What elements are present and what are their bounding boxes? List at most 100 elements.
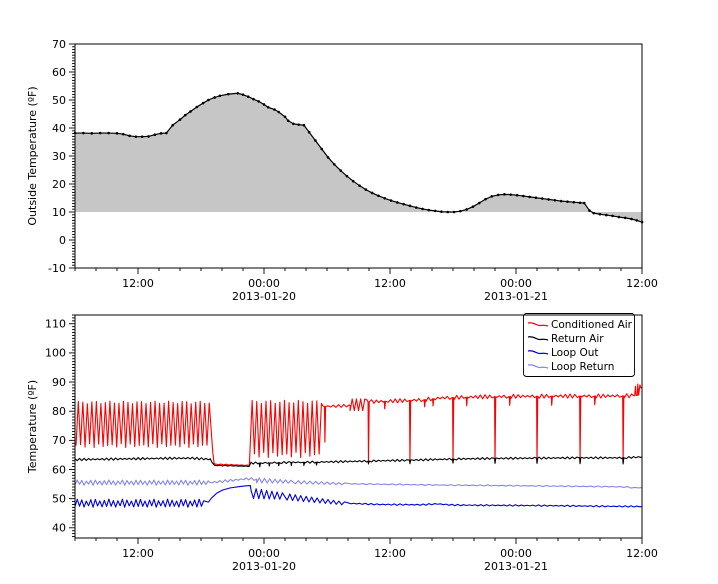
legend-line-sample [527, 336, 549, 341]
data-point-marker [540, 197, 544, 200]
data-point-marker [213, 96, 216, 99]
data-point-marker [484, 197, 487, 201]
y-tick-label: 70 [52, 38, 66, 51]
data-point-marker [178, 118, 182, 121]
data-point-marker [630, 217, 633, 221]
series-loop-return [74, 477, 643, 489]
y-tick-label: 0 [59, 234, 66, 247]
plot-frame [74, 314, 643, 539]
data-point-marker [515, 193, 519, 197]
data-point-marker [459, 209, 462, 213]
data-point-marker [623, 216, 627, 220]
data-point-marker [320, 147, 324, 151]
legend-entry-conditioned-air: Conditioned Air [527, 319, 633, 331]
x-tick-label: 00:00 [500, 277, 532, 290]
legend-line-sample [527, 322, 549, 327]
data-point-marker [82, 131, 85, 135]
legend-box [523, 313, 635, 377]
y-tick-labels: 40 50 60 70 80 90 100 110 [45, 318, 66, 535]
y-tick-label: 80 [52, 405, 66, 418]
legend-line-sample [527, 364, 549, 369]
y-tick-label: 110 [45, 318, 66, 331]
data-point-marker [273, 108, 276, 111]
legend-label: Conditioned Air [551, 319, 633, 331]
y-tick-label: 50 [52, 492, 66, 505]
data-point-marker [195, 105, 199, 109]
data-point-marker [218, 94, 222, 98]
data-point-marker [446, 210, 450, 214]
legend-entry-return-air: Return Air [527, 333, 604, 345]
y-axis-label: Outside Temperature (ºF) [26, 86, 39, 225]
data-point-marker [465, 208, 468, 211]
data-point-marker [252, 97, 255, 101]
data-point-marker [592, 211, 595, 215]
series-conditioned-air [75, 383, 643, 467]
data-point-marker [98, 131, 102, 135]
data-point-marker [171, 123, 174, 127]
series-loop-out [74, 484, 643, 508]
data-point-marker [286, 119, 290, 123]
y-tick-label: 20 [52, 178, 66, 191]
data-point-marker [236, 91, 240, 95]
data-point-marker [559, 199, 563, 203]
data-point-marker [107, 131, 110, 135]
data-point-marker [147, 135, 150, 138]
data-point-marker [314, 139, 317, 142]
data-point-marker [333, 163, 336, 166]
x-tick-label: 12:00 [374, 547, 406, 560]
x-tick-label: 12:00 [626, 277, 658, 290]
x-tick-date-label: 2013-01-20 [232, 560, 296, 573]
data-point-marker [617, 215, 621, 219]
data-point-marker [477, 201, 481, 205]
data-point-marker [471, 205, 475, 208]
y-tick-label: -10 [48, 262, 66, 275]
data-point-marker [266, 105, 270, 109]
x-tick-label: 12:00 [626, 547, 658, 560]
data-point-marker [358, 184, 361, 187]
data-point-marker [402, 202, 405, 206]
y-tick-label: 100 [45, 347, 66, 360]
data-point-marker [522, 194, 525, 198]
x-tick-label: 00:00 [500, 547, 532, 560]
x-tick-label: 12:00 [122, 547, 154, 560]
legend-entry-loop-out: Loop Out [527, 347, 599, 359]
data-point-marker [566, 200, 569, 203]
legend: Conditioned Air Return Air Loop Out Loop Re… [523, 313, 635, 377]
data-point-marker [370, 191, 374, 195]
x-tick-label: 00:00 [248, 547, 280, 560]
data-point-marker [241, 93, 245, 96]
y-tick-label: 60 [52, 463, 66, 476]
y-tick-label: 90 [52, 376, 66, 389]
data-point-marker [165, 131, 168, 135]
data-point-marker [490, 195, 494, 198]
data-point-marker [134, 135, 138, 138]
data-point-marker [588, 209, 591, 212]
data-point-marker [302, 123, 306, 127]
data-point-marker [528, 195, 531, 199]
series-return-air [74, 455, 643, 468]
plot-frame [74, 43, 643, 269]
data-point-marker [207, 98, 210, 102]
data-point-marker [414, 206, 418, 209]
data-point-marker [128, 134, 131, 138]
data-point-marker [578, 201, 582, 205]
data-point-marker [547, 198, 550, 201]
x-tick-label: 12:00 [122, 277, 154, 290]
legend-label: Return Air [551, 333, 604, 345]
data-point-marker [452, 210, 456, 214]
data-point-marker [509, 193, 513, 196]
y-tick-label: 60 [52, 66, 66, 79]
data-point-marker [140, 135, 144, 138]
data-point-marker [503, 193, 506, 196]
y-tick-label: 10 [52, 206, 66, 219]
data-point-marker [383, 196, 387, 200]
data-point-marker [115, 132, 119, 135]
data-point-marker [292, 122, 295, 126]
data-point-marker [246, 95, 250, 98]
legend-label: Loop Out [551, 347, 599, 359]
data-point-marker [408, 204, 412, 208]
x-tick-date-label: 2013-01-21 [484, 290, 548, 303]
